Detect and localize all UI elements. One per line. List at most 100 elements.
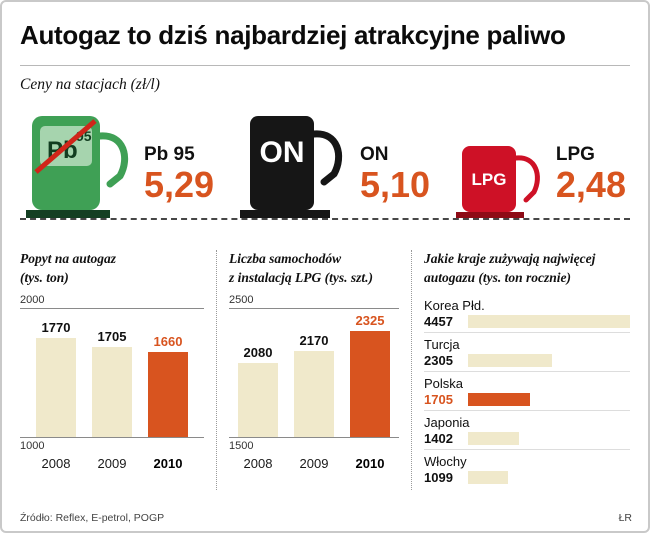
bar: [468, 353, 552, 367]
pump-hose: [513, 155, 540, 203]
bar-track: [468, 353, 630, 367]
author-credit: ŁR: [618, 512, 632, 524]
chart-title: Liczba samochodów z instalacją LPG (tys.…: [229, 250, 399, 288]
page-title: Autogaz to dziś najbardziej atrakcyjne p…: [20, 20, 566, 50]
diesel-pump-icon: ON: [239, 116, 343, 218]
bar-track: [468, 392, 630, 406]
y-axis-min-label: 1000: [20, 439, 45, 452]
country-label: Włochy: [424, 453, 467, 469]
country-value: 1705: [424, 391, 453, 407]
bar-value: 2170: [299, 333, 329, 349]
pump-base: [26, 210, 110, 218]
charts-section: Popyt na autogaz (tys. ton) 2000 1770 1705…: [20, 250, 630, 490]
bar: [468, 392, 531, 406]
x-axis-labels: 2008 2009 2010: [229, 456, 399, 471]
bar: [36, 338, 76, 437]
price-block: ON 5,10: [360, 144, 430, 204]
bar: [468, 431, 520, 445]
country-value: 1402: [424, 430, 453, 446]
x-label: 2008: [41, 455, 71, 471]
chart-title-line: Popyt na autogaz: [20, 251, 117, 266]
fuel-item-lpg: LPG LPG 2,48: [455, 144, 626, 218]
bar: [148, 352, 188, 437]
footer: Źródło: Reflex, E-petrol, POGP ŁR: [20, 512, 632, 524]
x-label: 2008: [243, 455, 273, 471]
country-bar-line: 2305: [424, 353, 630, 368]
fuel-prices-row: Pb 95 Pb 95 5,29 ON ON 5,10: [20, 98, 630, 220]
plot-area: 2080 2170 2325: [229, 307, 399, 438]
country-row: Polska 1705: [424, 372, 630, 411]
bar-track: [468, 431, 630, 445]
country-value: 1099: [424, 469, 453, 485]
country-row: Turcja 2305: [424, 333, 630, 372]
country-row: Japonia 1402: [424, 411, 630, 450]
fuel-item-pb95: Pb 95 Pb 95 5,29: [24, 114, 214, 218]
chart-title-line: Jakie kraje zużywają najwięcej: [424, 251, 596, 266]
bar-value: 2325: [355, 313, 385, 329]
fuel-price: 5,10: [359, 164, 431, 206]
source-note: Źródło: Reflex, E-petrol, POGP: [20, 512, 165, 524]
pump-hose: [96, 132, 129, 188]
bar: [238, 362, 278, 437]
y-axis-max-label: 2000: [20, 293, 45, 306]
country-label: Korea Płd.: [424, 297, 485, 313]
fuel-price: 5,29: [144, 164, 215, 206]
pump-hose: [310, 130, 343, 186]
chart-title-line: z instalacją LPG (tys. szt.): [229, 269, 373, 285]
bar-value: 1705: [97, 328, 127, 344]
country-label: Polska: [424, 375, 464, 391]
bar-group-2009: 1705: [92, 309, 132, 437]
country-bar-line: 1705: [424, 392, 630, 407]
pump-base: [455, 212, 524, 218]
fuel-label: Pb 95: [144, 144, 195, 166]
bar: [92, 346, 132, 437]
country-row: Włochy 1099: [424, 450, 630, 488]
chart-title-line: (tys. ton): [20, 269, 69, 285]
x-label: 2009: [97, 455, 127, 471]
price-block: Pb 95 5,29: [144, 144, 214, 204]
demand-bar-chart: 2000 1770 1705 1660 1000 2008 2009 2010: [20, 294, 204, 471]
header-divider: [20, 65, 630, 66]
cars-panel: Liczba samochodów z instalacją LPG (tys.…: [216, 250, 412, 490]
bar-track: [468, 314, 630, 328]
country-value: 2305: [424, 352, 453, 368]
bar-group-2008: 2080: [238, 309, 278, 437]
pump-badge-text: LPG: [471, 170, 506, 189]
pump-body: [249, 116, 314, 210]
bar-value: 2080: [243, 344, 273, 360]
countries-panel: Jakie kraje zużywają najwięcej autogazu …: [412, 250, 630, 490]
pump-badge-text: ON: [259, 136, 304, 169]
fuel-price: 2,48: [555, 164, 626, 206]
lpg-pump-icon: LPG: [455, 146, 540, 218]
bar-value: 1770: [41, 320, 71, 336]
bar: [468, 314, 630, 328]
pump-body: [461, 146, 516, 212]
country-label: Turcja: [424, 336, 460, 352]
fuel-item-on: ON ON 5,10: [239, 114, 430, 218]
x-label: 2010: [355, 455, 385, 471]
prices-subtitle: Ceny na stacjach (zł/l): [20, 76, 160, 93]
petrol-pump-icon: Pb 95: [26, 116, 129, 218]
chart-title: Popyt na autogaz (tys. ton): [20, 250, 204, 288]
plot-area: 1770 1705 1660: [20, 307, 204, 438]
bar: [350, 331, 390, 437]
bar: [294, 351, 334, 437]
chart-title: Jakie kraje zużywają najwięcej autogazu …: [424, 250, 630, 288]
country-bar-line: 1099: [424, 470, 630, 485]
strike-through-icon: [34, 119, 97, 174]
bar-track: [468, 470, 630, 484]
fuel-label: ON: [359, 144, 389, 166]
bar-group-2010: 1660: [148, 309, 188, 437]
x-label: 2009: [299, 455, 329, 471]
chart-title-line: autogazu (tys. ton rocznie): [424, 269, 572, 285]
x-axis-labels: 2008 2009 2010: [20, 456, 204, 471]
country-row: Korea Płd. 4457: [424, 294, 630, 333]
demand-panel: Popyt na autogaz (tys. ton) 2000 1770 1705…: [20, 250, 216, 490]
country-value: 4457: [424, 313, 453, 329]
cars-bar-chart: 2500 2080 2170 2325 1500 2008 2009 2010: [229, 294, 399, 471]
bar-group-2008: 1770: [36, 309, 76, 437]
bar: [468, 470, 508, 484]
fuel-label: LPG: [555, 144, 595, 166]
y-axis-max-label: 2500: [229, 293, 254, 306]
